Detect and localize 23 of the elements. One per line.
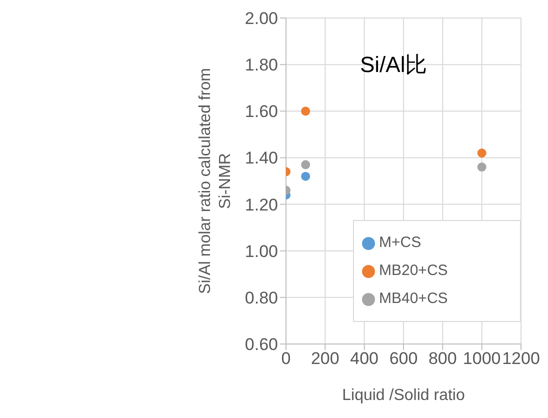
x-tick-label: 1200	[502, 349, 540, 368]
point	[477, 148, 486, 158]
x-tick-label: 600	[389, 349, 418, 368]
y-tick-label: 2.00	[244, 9, 278, 28]
x-tick-label: 200	[310, 349, 340, 368]
y-axis-title: Si/Al molar ratio calculated from Si-NMR	[197, 68, 234, 294]
y-tick-label: 1.20	[244, 195, 278, 214]
legend-label: M+CS	[379, 234, 422, 251]
legend-label: MB40+CS	[379, 290, 448, 307]
x-tick-label: 400	[350, 349, 379, 368]
x-axis-title: Liquid /Solid ratio	[342, 387, 465, 404]
point	[477, 162, 486, 172]
x-tick-label: 800	[428, 349, 457, 368]
y-tick-label: 0.80	[244, 288, 278, 308]
x-tick-label: 0	[281, 349, 291, 368]
y-tick-label: 1.60	[244, 102, 278, 122]
y-tick-label: 1.80	[244, 56, 278, 75]
x-tick-label: 1000	[462, 349, 501, 368]
y-tick-label: 1.40	[244, 148, 278, 168]
legend-label: MB20+CS	[379, 262, 448, 279]
y-tick-label: 0.60	[244, 335, 278, 354]
y-tick-label: 1.00	[244, 242, 278, 261]
annotation: Si/Al比	[360, 51, 428, 79]
